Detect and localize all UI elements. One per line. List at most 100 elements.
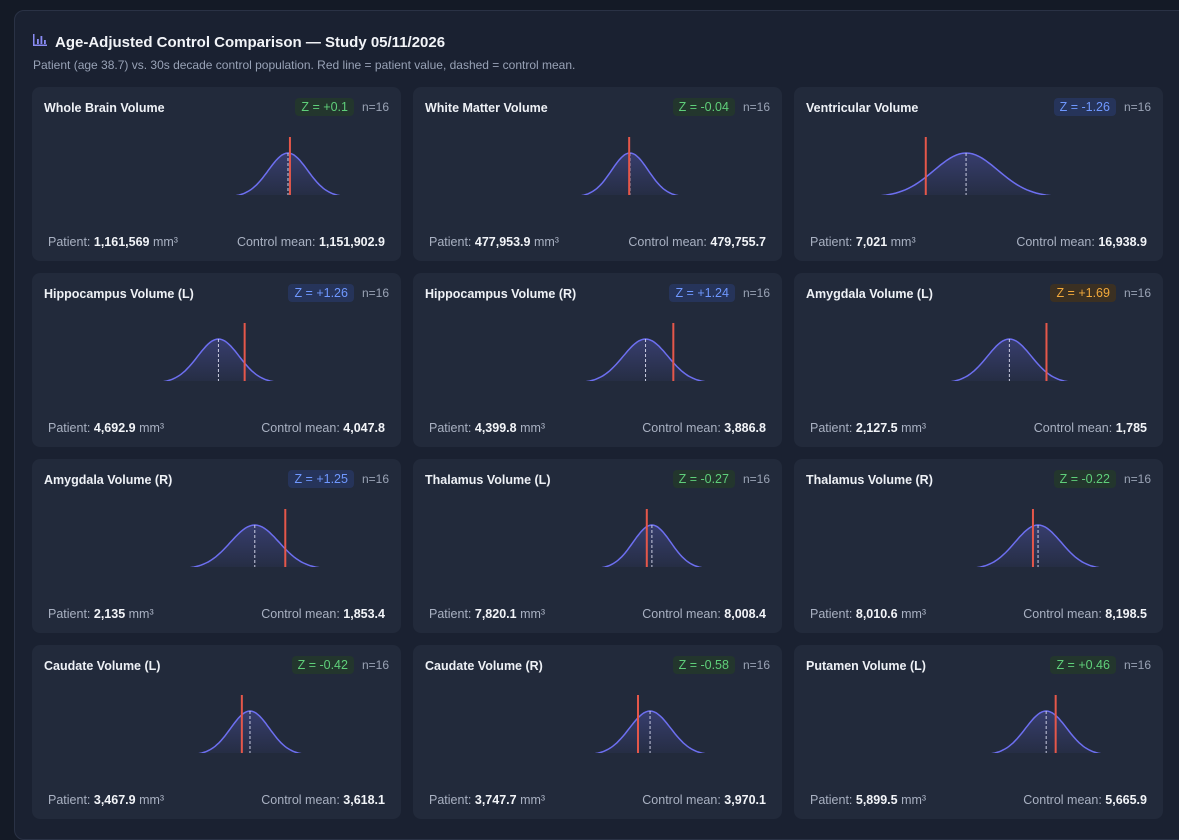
control-mean-label: Control mean: xyxy=(628,235,707,249)
chart-card: Amygdala Volume (L) Z = +1.69 n=16 06501… xyxy=(794,273,1163,447)
patient-label: Patient: xyxy=(810,235,853,249)
chart-card: Amygdala Volume (R) Z = +1.25 n=16 07001… xyxy=(32,459,401,633)
patient-value: 7,820.1 xyxy=(474,607,517,621)
control-mean-row: Control mean: 8,198.5 xyxy=(1023,607,1147,621)
control-mean-row: Control mean: 5,665.9 xyxy=(1023,793,1147,807)
control-mean-row: Control mean: 8,008.4 xyxy=(642,607,766,621)
control-mean-value: 3,618.1 xyxy=(343,793,385,807)
z-score-badge: Z = +1.24 xyxy=(669,284,735,302)
badge-row: Z = -0.22 n=16 xyxy=(1053,470,1151,488)
control-mean-value: 1,151,902.9 xyxy=(318,235,385,249)
badge-row: Z = -0.04 n=16 xyxy=(672,98,770,116)
chart-grid: Whole Brain Volume Z = +0.1 n=16 0400k80… xyxy=(32,87,1163,819)
badge-row: Z = +0.46 n=16 xyxy=(1050,656,1151,674)
card-footer: Patient: 3,467.9 mm³ Control mean: 3,618… xyxy=(48,793,385,807)
control-mean-row: Control mean: 16,938.9 xyxy=(1016,235,1147,249)
z-score-badge: Z = -0.58 xyxy=(672,656,735,674)
z-score-badge: Z = +0.46 xyxy=(1050,656,1116,674)
distribution-chart: 02k4k6k8k xyxy=(163,323,274,381)
badge-row: Z = -1.26 n=16 xyxy=(1053,98,1151,116)
chart-card: White Matter Volume Z = -0.04 n=16 0200k… xyxy=(413,87,782,261)
control-mean-label: Control mean: xyxy=(642,607,721,621)
patient-value-row: Patient: 3,467.9 mm³ xyxy=(48,793,164,807)
patient-value: 8,010.6 xyxy=(855,607,898,621)
patient-value: 4,692.9 xyxy=(93,421,136,435)
z-score-badge: Z = -0.22 xyxy=(1053,470,1116,488)
patient-value-row: Patient: 2,127.5 mm³ xyxy=(810,421,926,435)
z-score-badge: Z = -0.27 xyxy=(672,470,735,488)
z-score-badge: Z = +0.1 xyxy=(295,98,354,116)
sample-size: n=16 xyxy=(361,286,389,300)
patient-value: 7,021 xyxy=(855,235,888,249)
unit-label: mm³ xyxy=(890,235,916,249)
unit-label: mm³ xyxy=(520,421,546,435)
unit-label: mm³ xyxy=(152,235,178,249)
control-mean-value: 1,785 xyxy=(1115,421,1147,435)
sample-size: n=16 xyxy=(742,286,770,300)
patient-value: 3,467.9 xyxy=(93,793,136,807)
distribution-chart: 02k3k5k6k xyxy=(585,323,706,381)
card-footer: Patient: 7,021 mm³ Control mean: 16,938.… xyxy=(810,235,1147,249)
patient-value: 1,161,569 xyxy=(93,235,150,249)
control-mean-value: 8,008.4 xyxy=(724,607,766,621)
patient-value: 5,899.5 xyxy=(855,793,898,807)
chart-title: Hippocampus Volume (L) xyxy=(44,287,194,301)
control-mean-row: Control mean: 3,970.1 xyxy=(642,793,766,807)
distribution-chart: 03k6k9k12k xyxy=(976,509,1100,567)
control-mean-row: Control mean: 1,151,902.9 xyxy=(237,235,385,249)
patient-label: Patient: xyxy=(48,235,91,249)
chart-title: Caudate Volume (L) xyxy=(44,659,161,673)
sample-size: n=16 xyxy=(1123,286,1151,300)
distribution-chart: 0400k800k1200k1600k xyxy=(235,137,341,195)
patient-label: Patient: xyxy=(429,235,472,249)
card-footer: Patient: 2,127.5 mm³ Control mean: 1,785 xyxy=(810,421,1147,435)
sample-size: n=16 xyxy=(1123,658,1151,672)
patient-value-row: Patient: 7,021 mm³ xyxy=(810,235,916,249)
chart-title: Whole Brain Volume xyxy=(44,101,165,115)
card-footer: Patient: 7,820.1 mm³ Control mean: 8,008… xyxy=(429,607,766,621)
patient-label: Patient: xyxy=(48,421,91,435)
badge-row: Z = +0.1 n=16 xyxy=(295,98,389,116)
patient-value: 2,127.5 xyxy=(855,421,898,435)
card-footer: Patient: 8,010.6 mm³ Control mean: 8,198… xyxy=(810,607,1147,621)
patient-label: Patient: xyxy=(429,421,472,435)
control-mean-row: Control mean: 479,755.7 xyxy=(628,235,766,249)
unit-label: mm³ xyxy=(139,793,165,807)
control-mean-value: 479,755.7 xyxy=(710,235,766,249)
chart-title: Amygdala Volume (R) xyxy=(44,473,173,487)
patient-value: 3,747.7 xyxy=(474,793,517,807)
chart-card: Whole Brain Volume Z = +0.1 n=16 0400k80… xyxy=(32,87,401,261)
chart-card: Ventricular Volume Z = -1.26 n=16 -20000… xyxy=(794,87,1163,261)
chart-card: Hippocampus Volume (L) Z = +1.26 n=16 02… xyxy=(32,273,401,447)
chart-title: Amygdala Volume (L) xyxy=(806,287,933,301)
sample-size: n=16 xyxy=(361,472,389,486)
sample-size: n=16 xyxy=(1123,472,1151,486)
chart-card: Caudate Volume (L) Z = -0.42 n=16 02k3k5… xyxy=(32,645,401,819)
distribution-chart: 02k3k5k6k xyxy=(198,695,302,753)
page-subtitle: Patient (age 38.7) vs. 30s decade contro… xyxy=(33,58,576,72)
distribution-chart: 04k6k8k xyxy=(991,695,1102,753)
unit-label: mm³ xyxy=(901,793,927,807)
patient-label: Patient: xyxy=(48,607,91,621)
patient-label: Patient: xyxy=(429,607,472,621)
distribution-chart: 02k3k5k6k xyxy=(594,695,706,753)
patient-value: 477,953.9 xyxy=(474,235,531,249)
chart-title: Thalamus Volume (L) xyxy=(425,473,551,487)
badge-row: Z = -0.58 n=16 xyxy=(672,656,770,674)
patient-label: Patient: xyxy=(810,793,853,807)
bar-chart-icon xyxy=(33,33,47,51)
distribution-chart: 0200k400k600k800k xyxy=(581,137,679,195)
control-mean-row: Control mean: 3,886.8 xyxy=(642,421,766,435)
patient-value-row: Patient: 477,953.9 mm³ xyxy=(429,235,559,249)
unit-label: mm³ xyxy=(139,421,165,435)
chart-title: Ventricular Volume xyxy=(806,101,919,115)
unit-label: mm³ xyxy=(901,421,927,435)
z-score-badge: Z = +1.25 xyxy=(288,470,354,488)
badge-row: Z = +1.25 n=16 xyxy=(288,470,389,488)
control-mean-label: Control mean: xyxy=(642,421,721,435)
badge-row: Z = -0.42 n=16 xyxy=(291,656,389,674)
panel-header: Age-Adjusted Control Comparison — Study … xyxy=(33,33,575,72)
sample-size: n=16 xyxy=(742,472,770,486)
comparison-panel: Age-Adjusted Control Comparison — Study … xyxy=(14,10,1179,840)
patient-label: Patient: xyxy=(810,607,853,621)
